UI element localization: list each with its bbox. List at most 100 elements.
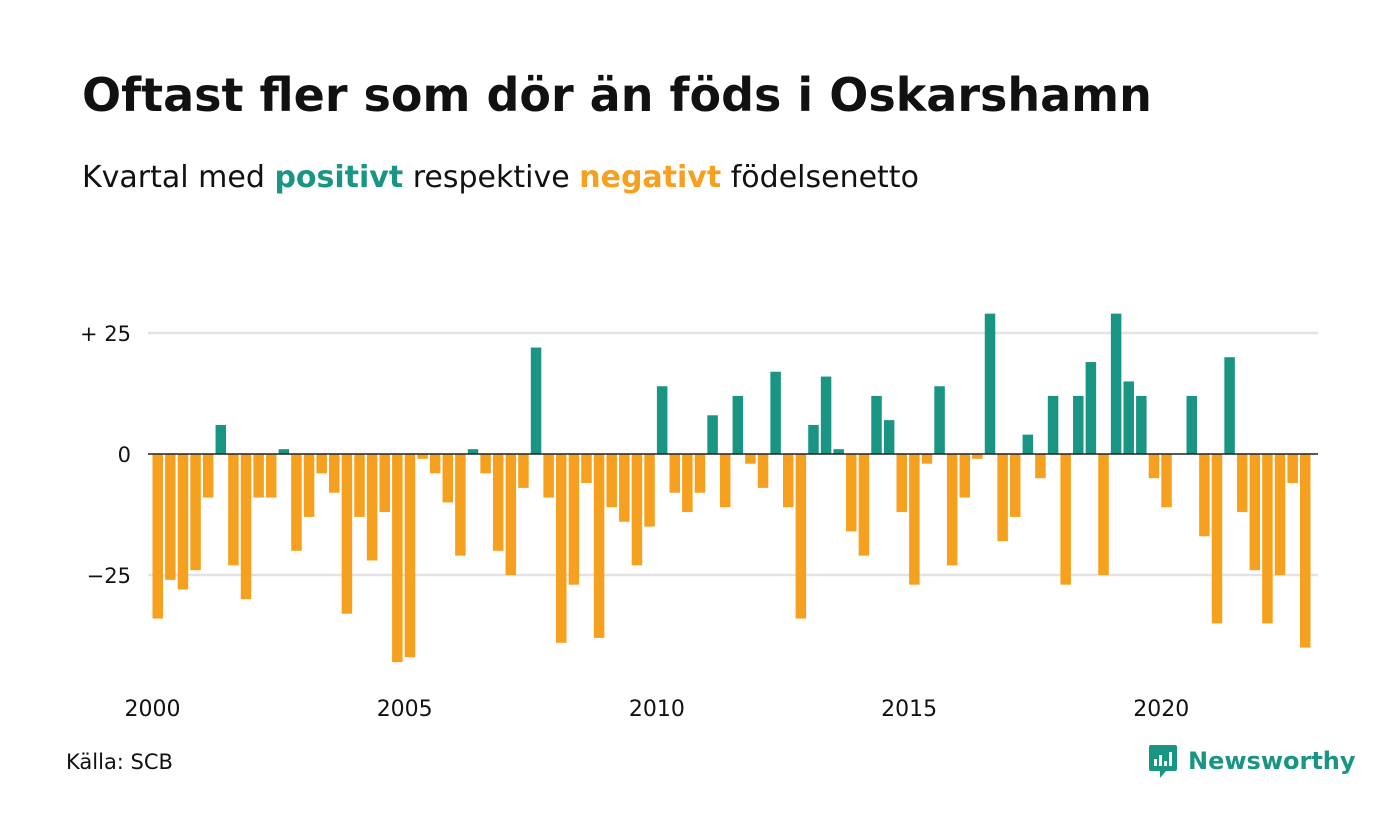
bar: [909, 454, 920, 585]
bar: [1274, 454, 1286, 575]
bar: [1249, 454, 1261, 571]
bar: [165, 454, 176, 580]
y-tick-label: 0: [118, 443, 131, 467]
bar: [480, 454, 491, 474]
bar: [442, 454, 454, 503]
bar: [669, 454, 681, 493]
bar: [1236, 454, 1248, 513]
bar: [568, 454, 580, 585]
newsworthy-logo-text: Newsworthy: [1188, 747, 1356, 775]
bar: [1186, 395, 1198, 454]
bar: [631, 454, 643, 566]
bar: [429, 454, 441, 474]
x-tick-label: 2015: [881, 697, 937, 722]
bar: [1148, 454, 1160, 479]
bar: [946, 454, 958, 566]
bar: [883, 420, 895, 454]
bar: [682, 454, 693, 513]
bar: [455, 454, 466, 556]
bar: [341, 454, 353, 614]
bar: [467, 449, 479, 454]
chart-title: Oftast fler som dör än föds i Oskarshamn: [82, 68, 1152, 122]
bar: [846, 454, 857, 532]
y-tick-label: + 25: [80, 322, 131, 346]
bar: [1022, 434, 1034, 454]
newsworthy-logo: Newsworthy: [1148, 743, 1356, 779]
bar: [1287, 454, 1298, 484]
bar: [556, 454, 567, 643]
bar: [492, 454, 504, 551]
bar: [354, 454, 365, 517]
bar: [820, 376, 832, 454]
x-tick-label: 2020: [1133, 697, 1189, 722]
bar: [694, 454, 706, 493]
bar: [833, 449, 844, 454]
bar: [291, 454, 302, 551]
bar: [190, 454, 201, 571]
bar: [858, 454, 870, 556]
bar: [934, 386, 945, 454]
bar: [379, 454, 390, 513]
bar: [329, 454, 340, 493]
bar: [1136, 395, 1147, 454]
bar: [228, 454, 239, 566]
x-tick-label: 2005: [377, 697, 433, 722]
bar: [265, 454, 277, 498]
bar: [1224, 357, 1235, 454]
bar: [619, 454, 630, 522]
bar: [253, 454, 264, 498]
x-tick-label: 2010: [629, 697, 685, 722]
bar: [1035, 454, 1046, 479]
subtitle-text-middle: respektive: [412, 160, 570, 195]
bar: [1211, 454, 1223, 624]
bar: [972, 454, 983, 459]
bar: [783, 454, 794, 508]
bar: [1085, 362, 1097, 454]
bar: [1300, 454, 1311, 648]
bar: [984, 313, 996, 454]
bar: [1009, 454, 1021, 517]
bar: [303, 454, 315, 517]
bar: [152, 454, 163, 619]
bar: [240, 454, 252, 600]
bar: [757, 454, 769, 488]
bar: [770, 371, 781, 454]
bar: [1161, 454, 1172, 508]
bar: [392, 454, 403, 663]
bar: [644, 454, 655, 527]
bar: [871, 395, 882, 454]
bar: [177, 454, 189, 590]
bar: [656, 386, 668, 454]
bar: [505, 454, 517, 575]
newsworthy-logo-icon: [1149, 745, 1177, 778]
bar: [896, 454, 907, 513]
bar: [417, 454, 428, 459]
bar: [518, 454, 529, 488]
bar: [959, 454, 971, 498]
bar: [1060, 454, 1071, 585]
bar: [581, 454, 592, 484]
bar: [530, 347, 542, 454]
bar: [1110, 313, 1122, 454]
bar: [593, 454, 605, 638]
bar: [745, 454, 756, 464]
bar: [997, 454, 1008, 542]
x-tick-label: 2000: [125, 697, 181, 722]
source-label: Källa: SCB: [66, 750, 173, 774]
bar: [215, 424, 227, 454]
bar: [1047, 395, 1059, 454]
bar: [1262, 454, 1273, 624]
bar: [202, 454, 214, 498]
bar: [543, 454, 554, 498]
bar: [1073, 395, 1084, 454]
bar: [808, 424, 819, 454]
bar: [316, 454, 327, 474]
bar: [732, 395, 744, 454]
bar: [606, 454, 617, 508]
chart-subtitle: Kvartal med positivt respektive negativt…: [82, 160, 919, 195]
bar: [1123, 381, 1134, 454]
subtitle-positive-label: positivt: [274, 160, 404, 195]
bar: [795, 454, 807, 619]
bar: [278, 449, 290, 454]
